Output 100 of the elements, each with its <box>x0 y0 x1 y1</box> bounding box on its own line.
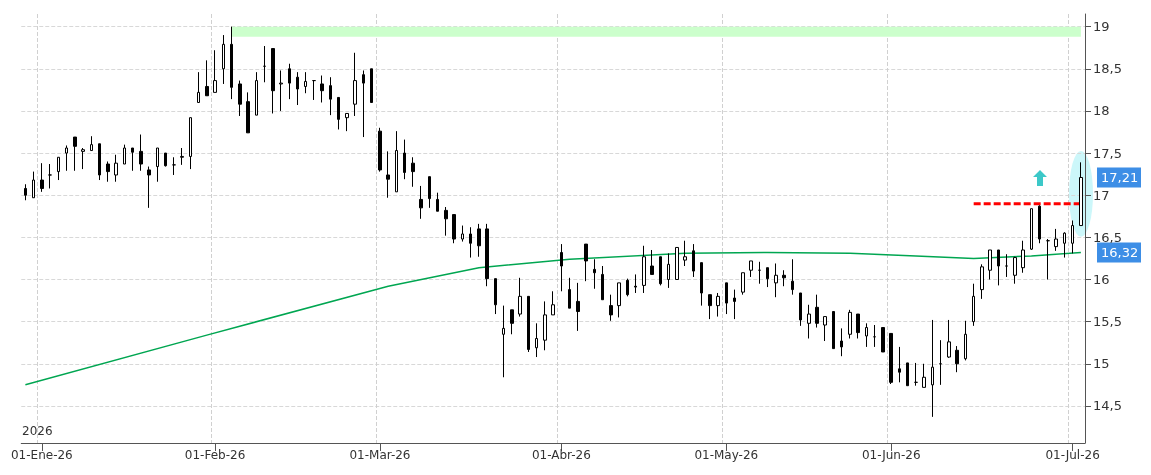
candlestick <box>48 163 52 189</box>
candlestick <box>733 289 736 320</box>
candlestick <box>799 292 802 327</box>
candlestick <box>386 150 390 199</box>
x-tick-label: 01-Jul-26 <box>1045 448 1100 462</box>
candlestick <box>502 305 505 378</box>
candlestick <box>320 75 324 103</box>
candlestick <box>378 127 382 173</box>
candlestick <box>494 278 497 315</box>
candlestick <box>626 278 629 297</box>
candlestick <box>758 261 761 285</box>
x-tick-label: 01-Jun-26 <box>861 448 921 462</box>
candlestick <box>741 272 745 296</box>
candlestick <box>642 245 646 294</box>
y-tick-label: 19 <box>1093 19 1110 35</box>
candlestick <box>477 223 481 258</box>
candlestick <box>873 324 876 348</box>
candlestick <box>81 147 85 170</box>
candlestick <box>766 267 769 288</box>
candlestick <box>700 262 703 307</box>
candlestick <box>807 304 811 339</box>
candlestick <box>889 332 893 385</box>
candlestick <box>980 263 984 300</box>
x-tick-label: 01-Abr-26 <box>531 448 591 462</box>
candlestick <box>222 34 225 85</box>
y-tick-label: 18,5 <box>1093 61 1122 77</box>
candlestick <box>823 316 827 342</box>
candlestick <box>288 63 291 100</box>
candlestick <box>576 282 580 332</box>
candlestick <box>947 319 951 359</box>
candlestick <box>848 309 852 339</box>
candlestick <box>964 320 967 361</box>
candlestick <box>312 80 316 101</box>
candlestick <box>461 225 464 243</box>
candlestick <box>189 117 192 170</box>
candlestick <box>584 243 588 282</box>
y-tick-label: 17 <box>1093 187 1110 203</box>
candlestick <box>197 71 200 103</box>
candlestick <box>601 265 604 301</box>
candlestick <box>452 214 456 244</box>
candlestick <box>988 249 992 280</box>
annotation: 2026 <box>22 424 53 438</box>
y-tick-label: 16 <box>1093 271 1110 287</box>
candlestick <box>955 345 959 373</box>
candlestick <box>1046 238 1050 280</box>
candlestick <box>1063 231 1066 259</box>
candlestick <box>98 143 101 181</box>
candlestick <box>131 147 134 172</box>
y-tick-label: 14,5 <box>1093 398 1122 414</box>
candlestick <box>856 313 860 339</box>
candlestick <box>32 171 35 199</box>
candlestick <box>411 156 415 188</box>
candlestick <box>1054 228 1058 252</box>
candlestick <box>370 68 373 103</box>
candlestick <box>428 176 431 209</box>
candlestick <box>139 134 143 172</box>
candlestick <box>683 240 687 267</box>
candlestick <box>774 262 778 298</box>
candlestick <box>609 294 613 322</box>
y-tick-label: 16,5 <box>1093 229 1122 245</box>
candlestick <box>114 154 118 183</box>
candlestick <box>485 223 489 287</box>
candlestick <box>40 162 44 193</box>
candlestick <box>90 135 93 152</box>
candlestick <box>650 249 654 275</box>
candlestick <box>271 48 275 114</box>
candlestick <box>692 243 695 278</box>
candlestick <box>304 71 307 94</box>
candlestick <box>518 277 522 318</box>
candlestick <box>906 362 909 387</box>
x-tick-label: 01-Mar-26 <box>349 448 411 462</box>
candlestick <box>403 139 406 180</box>
candlestick <box>725 282 728 315</box>
candlestick <box>914 362 918 387</box>
candlestick <box>659 256 662 286</box>
candlestick <box>106 161 110 183</box>
candlestick <box>24 183 27 201</box>
candlestick <box>337 96 340 130</box>
candlestick <box>675 246 679 280</box>
candlestick <box>57 156 60 181</box>
candlestick <box>73 136 77 172</box>
y-tick-label: 17,5 <box>1093 145 1122 161</box>
candlestick <box>527 295 530 353</box>
candlestick <box>263 45 266 83</box>
candlestick <box>255 71 258 116</box>
y-tick-label: 15 <box>1093 356 1110 372</box>
candlestick <box>782 269 786 287</box>
candlestick <box>791 258 794 296</box>
candlestick <box>65 144 68 172</box>
candlestick <box>749 260 753 278</box>
candlestick <box>1013 256 1017 285</box>
candlestick <box>815 294 819 329</box>
candlestick <box>551 290 555 316</box>
candlestick <box>593 258 596 290</box>
candlestick <box>238 80 242 117</box>
candlestick <box>1079 161 1083 227</box>
candlestick <box>444 206 448 237</box>
candlestick <box>329 76 332 116</box>
candlestick <box>1030 208 1033 251</box>
candlestick <box>543 300 547 351</box>
